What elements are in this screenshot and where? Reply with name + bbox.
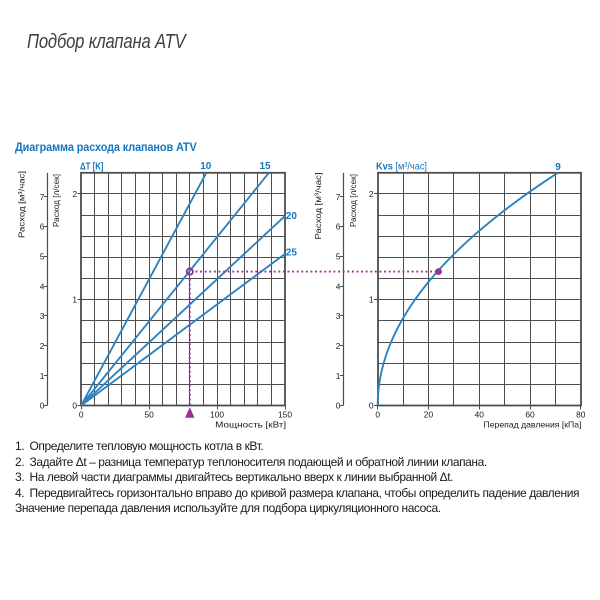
svg-text:0: 0: [72, 401, 77, 411]
svg-text:Kvs [м³/час]: Kvs [м³/час]: [376, 162, 427, 173]
svg-text:2: 2: [40, 341, 45, 351]
svg-text:2: 2: [336, 341, 341, 351]
svg-text:Расход [л/сек]: Расход [л/сек]: [51, 174, 61, 227]
svg-text:100: 100: [210, 410, 224, 420]
svg-text:1: 1: [72, 295, 77, 305]
svg-text:40: 40: [475, 410, 485, 420]
svg-text:5: 5: [336, 251, 341, 261]
svg-text:4: 4: [336, 281, 341, 291]
svg-text:Мощность [кВт]: Мощность [кВт]: [215, 419, 286, 429]
svg-text:2: 2: [72, 189, 77, 199]
svg-text:20: 20: [424, 410, 434, 420]
svg-text:0: 0: [40, 401, 45, 411]
svg-text:3: 3: [40, 311, 45, 321]
svg-text:0: 0: [79, 410, 84, 420]
svg-text:15: 15: [259, 161, 271, 172]
svg-text:2: 2: [369, 189, 374, 199]
svg-text:4: 4: [40, 281, 45, 291]
svg-text:7: 7: [40, 192, 45, 202]
svg-text:25: 25: [286, 248, 298, 259]
svg-text:5: 5: [40, 251, 45, 261]
svg-text:7: 7: [336, 192, 341, 202]
svg-text:60: 60: [525, 410, 535, 420]
svg-text:Расход [л/сек]: Расход [л/сек]: [348, 174, 358, 227]
svg-text:150: 150: [278, 410, 292, 420]
svg-text:1: 1: [369, 295, 374, 305]
svg-text:0: 0: [375, 410, 380, 420]
svg-text:80: 80: [576, 410, 586, 420]
svg-text:3: 3: [336, 311, 341, 321]
svg-text:1: 1: [40, 371, 45, 381]
svg-text:0: 0: [336, 401, 341, 411]
svg-text:6: 6: [336, 222, 341, 232]
svg-text:Перепад давления [кПа]: Перепад давления [кПа]: [484, 419, 582, 429]
svg-text:1: 1: [336, 371, 341, 381]
svg-text:50: 50: [144, 410, 154, 420]
svg-text:Расход [м³/час]: Расход [м³/час]: [17, 171, 27, 238]
svg-text:ΔT [K]: ΔT [K]: [80, 161, 104, 172]
svg-text:6: 6: [40, 222, 45, 232]
svg-text:Расход [м³/час]: Расход [м³/час]: [313, 173, 323, 240]
svg-text:9: 9: [555, 162, 561, 173]
svg-text:0: 0: [369, 401, 374, 411]
svg-text:20: 20: [286, 211, 298, 222]
svg-text:10: 10: [200, 161, 212, 172]
